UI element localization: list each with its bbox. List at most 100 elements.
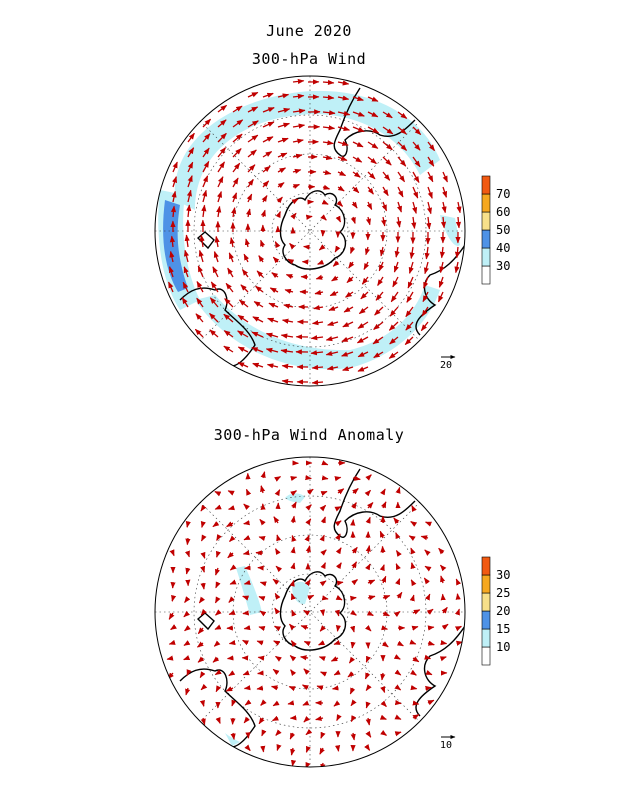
wind-vector bbox=[363, 261, 370, 270]
wind-vector bbox=[228, 596, 235, 603]
wind-vector bbox=[364, 672, 371, 680]
wind-vector bbox=[277, 167, 287, 174]
wind-vector bbox=[292, 108, 306, 114]
wind-vector bbox=[281, 318, 294, 324]
wind-vector bbox=[197, 265, 204, 278]
wind-vector bbox=[351, 201, 358, 209]
wind-vector bbox=[186, 669, 192, 677]
wind-vector bbox=[289, 242, 296, 250]
wind-vector bbox=[311, 364, 324, 371]
wind-vector bbox=[169, 235, 176, 248]
wind-vector bbox=[237, 346, 249, 353]
wind-vector bbox=[320, 214, 327, 221]
wind-vector bbox=[187, 175, 193, 188]
wind-vector bbox=[303, 716, 310, 723]
wind-vector bbox=[357, 351, 369, 358]
wind-vector bbox=[290, 593, 296, 601]
wind-vector bbox=[292, 183, 301, 190]
wind-vector bbox=[397, 171, 406, 183]
colorbar-level-label: 70 bbox=[496, 187, 510, 201]
wind-vector bbox=[410, 520, 418, 527]
wind-vector bbox=[251, 347, 264, 353]
wind-vector bbox=[303, 609, 311, 616]
wind-vector bbox=[322, 79, 335, 86]
wind-vector bbox=[373, 321, 384, 331]
wind-vector bbox=[382, 126, 394, 135]
wind-vector bbox=[229, 564, 237, 571]
wind-vector bbox=[216, 534, 222, 541]
wind-vector bbox=[410, 669, 417, 676]
wind-vector bbox=[364, 246, 370, 256]
wind-vector bbox=[380, 729, 388, 736]
wind-vector bbox=[169, 250, 175, 263]
wind-vector bbox=[242, 639, 250, 646]
wind-vector bbox=[455, 578, 462, 586]
wind-vector bbox=[305, 745, 311, 753]
wind-vector bbox=[389, 336, 399, 345]
wind-vector bbox=[169, 549, 175, 557]
wind-vector bbox=[200, 551, 206, 559]
wind-vector bbox=[231, 207, 237, 218]
wind-vector bbox=[412, 156, 421, 168]
wind-vector bbox=[441, 623, 449, 630]
wind-vector bbox=[349, 687, 356, 695]
wind-vector bbox=[440, 216, 447, 229]
wind-vector bbox=[392, 276, 399, 288]
wind-vector bbox=[412, 171, 420, 183]
wind-vector bbox=[170, 624, 177, 631]
wind-vector bbox=[305, 475, 312, 481]
wind-vector bbox=[246, 193, 253, 203]
wind-vector bbox=[194, 328, 204, 338]
wind-vector bbox=[172, 161, 178, 173]
wind-vector bbox=[347, 671, 355, 678]
wind-vector bbox=[325, 336, 339, 342]
wind-vector bbox=[277, 122, 290, 128]
wind-vector bbox=[367, 126, 380, 134]
wind-vector bbox=[280, 348, 294, 354]
wind-vector bbox=[456, 201, 462, 214]
wind-vector bbox=[217, 104, 228, 113]
wind-vector bbox=[424, 549, 431, 556]
colorbar-level-label: 10 bbox=[496, 640, 510, 654]
wind-vector bbox=[358, 306, 369, 315]
wind-vector bbox=[412, 201, 418, 214]
wind-vector bbox=[438, 276, 444, 288]
wind-vector bbox=[440, 575, 446, 584]
wind-vector bbox=[342, 321, 354, 328]
wind-vector bbox=[351, 502, 357, 509]
wind-vector bbox=[228, 670, 236, 677]
wind-vector bbox=[342, 366, 354, 371]
wind-vector bbox=[423, 276, 429, 289]
wind-vector bbox=[322, 155, 333, 161]
wind-vector bbox=[289, 732, 296, 740]
wind-vector bbox=[361, 276, 369, 285]
wind-vector bbox=[215, 685, 222, 693]
wind-vector bbox=[291, 759, 297, 767]
wind-vector bbox=[202, 133, 211, 143]
wind-vector bbox=[241, 268, 249, 278]
wind-vector bbox=[217, 161, 225, 173]
australia-coast bbox=[179, 287, 256, 367]
wind-vector bbox=[379, 564, 385, 572]
wind-vector bbox=[394, 669, 402, 676]
wind-vector bbox=[356, 336, 369, 344]
wind-vector bbox=[440, 640, 448, 646]
wind-vector bbox=[227, 490, 235, 496]
wind-vector bbox=[331, 685, 339, 691]
wind-vector bbox=[311, 320, 324, 326]
wind-vector bbox=[210, 281, 219, 293]
wind-vector bbox=[397, 141, 407, 151]
wind-vector bbox=[409, 594, 415, 602]
wind-vector bbox=[232, 177, 239, 188]
wind-vector bbox=[292, 78, 305, 85]
wind-vector bbox=[258, 625, 266, 631]
wind-vector bbox=[334, 245, 341, 253]
wind-vector bbox=[412, 700, 420, 706]
wind-vector bbox=[336, 200, 343, 207]
top-coastlines bbox=[179, 87, 465, 367]
wind-vector bbox=[334, 506, 342, 512]
wind-vector bbox=[310, 335, 324, 341]
wind-vector bbox=[199, 234, 205, 248]
wind-vector bbox=[292, 153, 303, 159]
wind-vector bbox=[170, 205, 177, 218]
